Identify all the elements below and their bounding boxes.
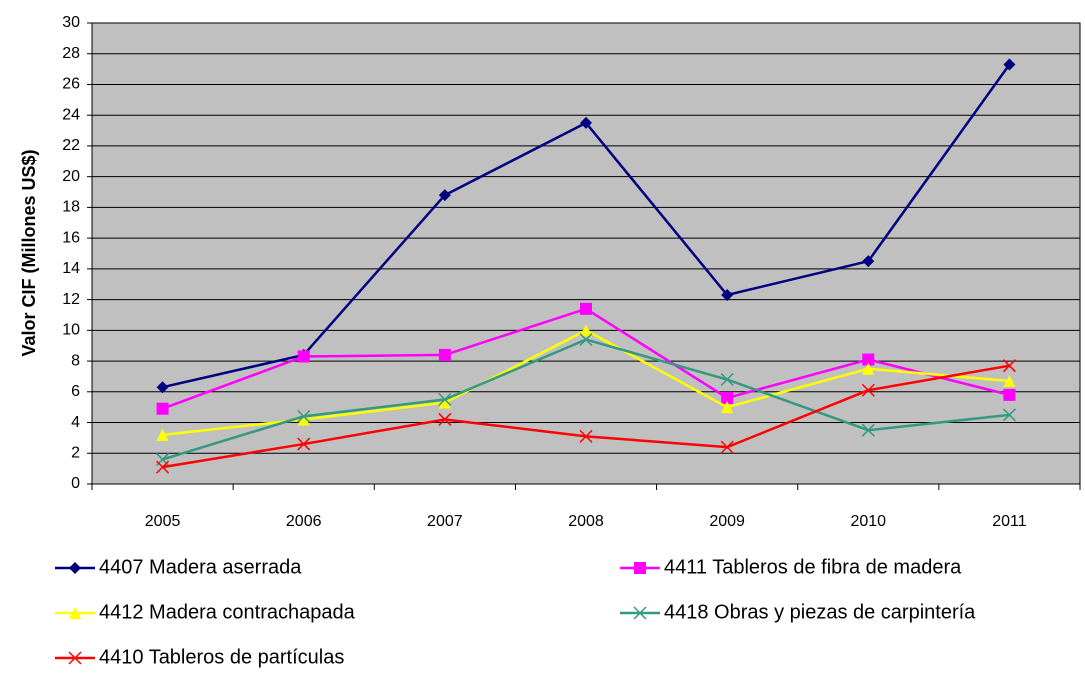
marker <box>720 372 734 387</box>
marker <box>297 350 310 363</box>
y-tick-label: 28 <box>62 45 80 62</box>
marker <box>297 413 310 426</box>
marker <box>438 392 452 407</box>
marker <box>721 401 734 414</box>
marker <box>438 348 451 361</box>
legend-marker <box>69 607 81 619</box>
marker <box>580 302 592 315</box>
marker <box>579 429 593 443</box>
legend-label: 4411 Tableros de fibra de madera <box>664 556 962 578</box>
marker <box>720 440 734 454</box>
x-tick-label: 2010 <box>850 513 886 530</box>
marker <box>297 409 311 423</box>
marker <box>862 362 875 375</box>
marker <box>862 255 875 268</box>
x-tick-label: 2008 <box>568 513 604 530</box>
plot-area <box>92 23 1080 484</box>
marker <box>1003 375 1016 388</box>
y-tick-label: 18 <box>62 199 80 216</box>
legend-marker <box>68 651 82 665</box>
y-tick-label: 20 <box>62 168 80 185</box>
marker <box>438 189 451 202</box>
plot-border <box>91 22 1081 485</box>
y-tick-label: 6 <box>71 383 80 400</box>
y-tick-label: 24 <box>62 106 80 123</box>
y-tick-label: 16 <box>62 229 80 246</box>
marker <box>579 333 593 347</box>
marker <box>721 391 734 404</box>
legend-label: 4412 Madera contrachapada <box>99 601 356 623</box>
y-tick-label: 22 <box>62 137 80 154</box>
y-tick-label: 4 <box>71 414 80 431</box>
marker <box>1003 58 1016 71</box>
legend-label: 4407 Madera aserrada <box>99 556 302 578</box>
marker <box>438 412 452 426</box>
x-tick-label: 2005 <box>145 513 181 530</box>
marker <box>156 381 169 394</box>
y-tick-label: 26 <box>62 76 80 93</box>
marker <box>721 288 734 301</box>
y-tick-label: 8 <box>71 352 80 369</box>
marker <box>297 437 311 451</box>
legend-label: 4418 Obras y piezas de carpintería <box>664 601 976 623</box>
marker <box>1002 359 1016 373</box>
marker <box>156 428 169 441</box>
x-tick-label: 2011 <box>992 513 1027 530</box>
y-tick-label: 30 <box>62 14 80 31</box>
marker <box>1003 388 1016 401</box>
marker <box>156 402 169 415</box>
marker <box>580 116 592 129</box>
marker <box>438 396 451 409</box>
y-axis-label: Valor CIF (Millones US$) <box>19 149 39 356</box>
y-tick-label: 2 <box>71 444 80 461</box>
marker <box>156 460 170 474</box>
marker <box>862 353 875 366</box>
y-tick-label: 0 <box>71 475 80 492</box>
legend-marker <box>633 606 647 620</box>
legend-marker <box>634 562 646 574</box>
x-tick-label: 2007 <box>427 513 463 530</box>
legend-marker <box>69 562 81 574</box>
x-tick-label: 2006 <box>286 513 322 530</box>
marker <box>580 324 592 337</box>
y-tick-label: 10 <box>62 322 80 339</box>
legend-label: 4410 Tableros de partículas <box>99 646 344 668</box>
marker <box>1002 408 1016 422</box>
x-tick-label: 2009 <box>709 513 745 530</box>
y-tick-label: 12 <box>62 291 80 308</box>
y-tick-label: 14 <box>62 260 80 277</box>
marker <box>861 383 875 397</box>
marker <box>861 423 875 437</box>
